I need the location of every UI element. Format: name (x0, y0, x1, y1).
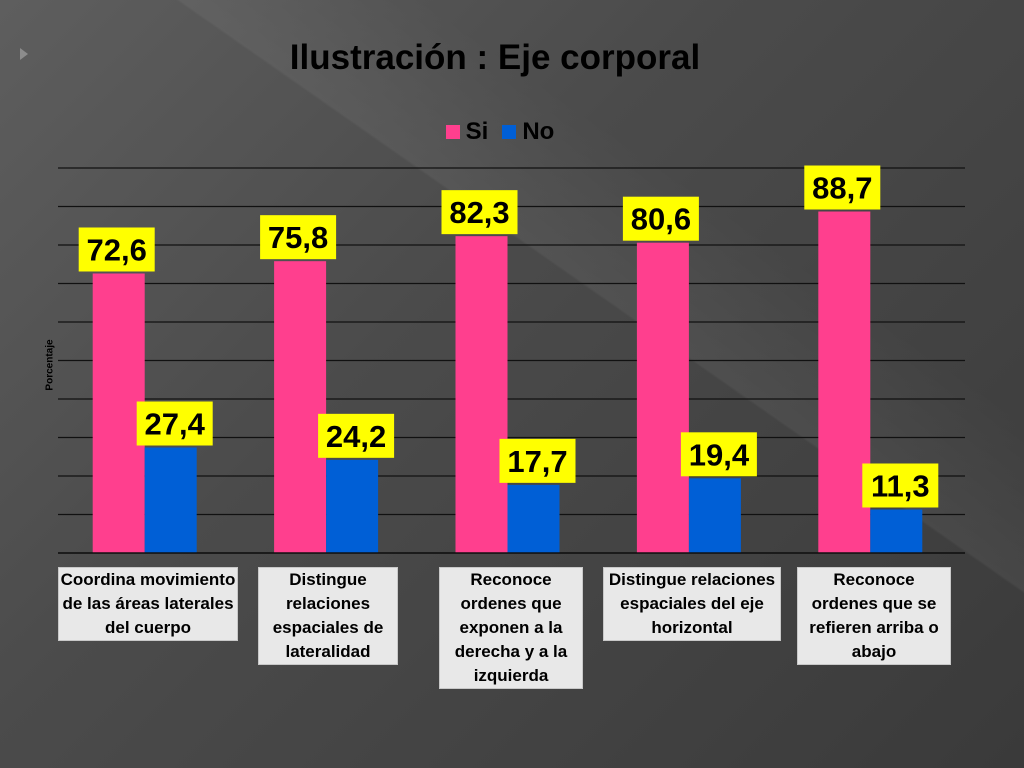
data-label: 82,3 (449, 195, 509, 230)
data-label-box (862, 463, 939, 508)
data-label: 72,6 (87, 232, 147, 267)
chart-title: Ilustración : Eje corporal (289, 38, 701, 77)
bar-si (455, 236, 508, 553)
bar-si (92, 273, 145, 553)
data-label: 11,3 (871, 468, 930, 503)
bar-si (274, 261, 327, 553)
legend-item-si: Si (445, 118, 489, 146)
data-label-box (622, 196, 699, 241)
category-label: Coordina movimiento de las áreas lateral… (58, 567, 238, 641)
legend-label-no: No (522, 118, 555, 145)
bar-no (870, 509, 923, 553)
data-label: 17,7 (507, 444, 567, 479)
data-label-box (136, 401, 213, 446)
data-label-box (499, 438, 576, 483)
bar-no (688, 478, 741, 553)
bar-no (326, 459, 379, 553)
data-label-box (78, 227, 155, 272)
data-label: 24,2 (326, 419, 386, 454)
legend: Si No (0, 118, 1000, 146)
data-label: 19,4 (689, 437, 750, 472)
data-label: 88,7 (812, 171, 872, 206)
slide-bullet-icon (20, 48, 28, 60)
legend-swatch-no (502, 125, 517, 139)
legend-label-si: Si (465, 118, 489, 145)
category-label: Distingue relaciones espaciales de later… (258, 567, 398, 665)
data-label-box (318, 413, 395, 458)
data-label-box (260, 215, 337, 260)
bar-si (818, 211, 871, 553)
data-label-box (680, 432, 757, 477)
data-label: 80,6 (631, 202, 691, 237)
data-label: 27,4 (145, 407, 206, 442)
category-label: Distingue relaciones espaciales del eje … (603, 567, 781, 641)
bar-no (144, 447, 197, 553)
category-label: Reconoce ordenes que se refieren arriba … (797, 567, 951, 665)
legend-item-no: No (502, 118, 554, 146)
bar-no (507, 484, 560, 553)
bar-si (636, 242, 689, 553)
data-label-box (441, 190, 518, 235)
legend-swatch-si (445, 125, 460, 139)
category-label: Reconoce ordenes que exponen a la derech… (439, 567, 583, 689)
data-label-box (804, 165, 881, 210)
data-label: 75,8 (268, 220, 328, 255)
